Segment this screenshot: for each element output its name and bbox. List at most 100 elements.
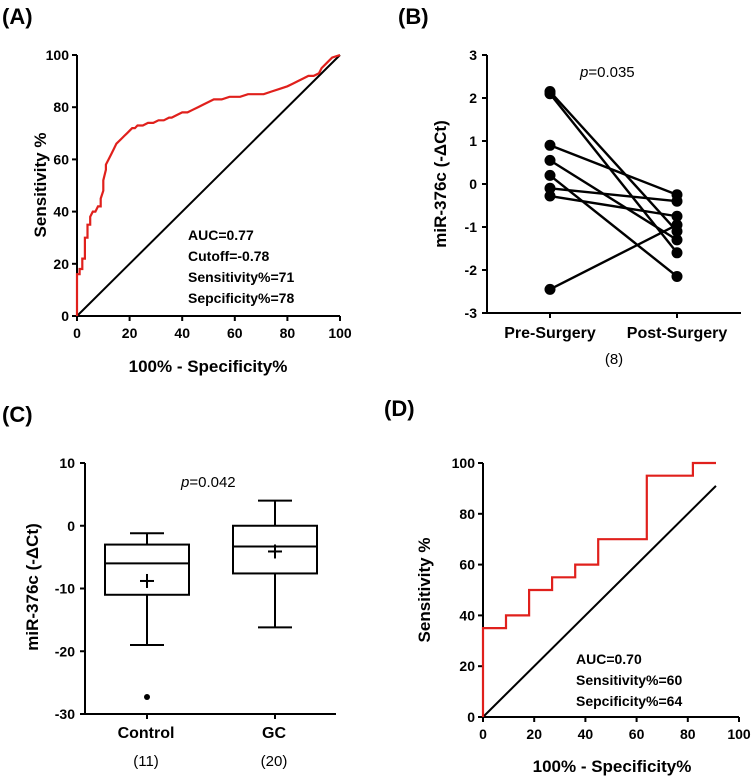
panel-d-x-tick-label: 20 — [526, 726, 542, 742]
panel-b-label: (B) — [398, 4, 429, 29]
panel-d-y-tick-label: 40 — [459, 607, 475, 623]
panel-b-p-value: p=0.035 — [579, 64, 635, 81]
panel-b-pair-line — [549, 223, 678, 291]
panel-a-y-axis-title: Sensitivity % — [31, 133, 50, 238]
panel-b-post-point — [671, 210, 683, 222]
panel-d-y-tick-label: 100 — [452, 455, 476, 471]
panel-d: (D) 0 20 40 60 80 100 0 20 40 60 80 100 Sensitivity… — [384, 396, 751, 776]
panel-d-x-tick-label: 100 — [727, 726, 751, 742]
panel-d-y-tick-label: 0 — [467, 709, 475, 725]
panel-d-axes: 0 20 40 60 80 100 0 20 40 60 80 100 — [452, 455, 751, 742]
panel-b-y-tick-label: -3 — [465, 305, 478, 321]
panel-b-plot — [544, 86, 683, 295]
panel-b-pre-point — [544, 88, 556, 100]
panel-d-annotation-sensitivity: Sensitivity%=60 — [576, 672, 682, 688]
panel-a-reference-line — [76, 54, 341, 317]
panel-d-y-axis-title: Sensitivity % — [415, 538, 434, 643]
panel-b-y-tick-label: -2 — [465, 262, 478, 278]
panel-d-y-tick-label: 20 — [459, 658, 475, 674]
panel-d-x-tick-label: 40 — [578, 726, 594, 742]
panel-a-y-tick-label: 40 — [53, 204, 69, 220]
panel-a-y-tick-label: 20 — [53, 256, 69, 272]
panel-b-n-label: (8) — [605, 351, 623, 368]
panel-a-x-tick-label: 40 — [174, 325, 190, 341]
panel-b-post-point — [671, 219, 683, 231]
panel-a-x-tick-label: 20 — [122, 325, 138, 341]
panel-c: (C) -30 -20 -10 0 10 miR-376c (-ΔCt) p=0.042… — [2, 402, 336, 770]
panel-d-label: (D) — [384, 396, 415, 421]
panel-d-x-tick-label: 0 — [479, 726, 487, 742]
panel-b-pre-point — [544, 190, 556, 202]
panel-a-x-tick-label: 0 — [73, 325, 81, 341]
panel-a-annotation-cutoff: Cutoff=-0.78 — [188, 248, 270, 264]
panel-a-x-tick-label: 60 — [227, 325, 243, 341]
panel-c-y-tick-label: -10 — [55, 581, 75, 597]
panel-c-y-axis-title: miR-376c (-ΔCt) — [23, 523, 42, 650]
panel-a-plot — [75, 53, 341, 317]
panel-a-label: (A) — [2, 4, 33, 29]
panel-c-y-tick-label: 10 — [59, 455, 75, 471]
panel-a-x-tick-label: 100 — [328, 325, 352, 341]
panel-a-x-axis-title: 100% - Specificity% — [129, 357, 288, 376]
panel-b-pre-point — [544, 154, 556, 166]
panel-b-post-point — [671, 270, 683, 282]
panel-b-y-tick-label: 3 — [469, 47, 477, 63]
panel-b-axes: -3 -2 -1 0 1 2 3 — [465, 47, 741, 321]
panel-d-annotation-auc: AUC=0.70 — [576, 651, 642, 667]
panel-b-pair-line — [549, 144, 678, 196]
panel-d-x-tick-label: 60 — [629, 726, 645, 742]
panel-c-control-outlier — [144, 694, 150, 701]
panel-a: (A) 0 20 40 60 80 100 0 20 40 60 80 100 Sensitivity… — [2, 4, 352, 376]
panel-a-x-tick-label: 80 — [280, 325, 296, 341]
panel-a-annotation-auc: AUC=0.77 — [188, 227, 254, 243]
panel-d-reference-line — [482, 485, 717, 718]
panel-d-y-tick-label: 60 — [459, 557, 475, 573]
panel-b-y-axis-title: miR-376c (-ΔCt) — [431, 120, 450, 247]
panel-a-y-tick-label: 0 — [61, 308, 69, 324]
panel-c-n-gc: (20) — [261, 753, 288, 770]
panel-b-y-tick-label: 2 — [469, 90, 477, 106]
panel-b-category-post: Post-Surgery — [627, 325, 728, 342]
panel-b-post-point — [671, 247, 683, 259]
panel-a-roc-curve — [75, 53, 341, 316]
panel-b: (B) -3 -2 -1 0 1 2 3 miR-376c (-ΔCt) p=0.035 P… — [398, 4, 741, 368]
panel-d-roc-curve — [481, 461, 716, 717]
panel-b-pair-line — [549, 90, 678, 233]
panel-c-axes: -30 -20 -10 0 10 — [55, 455, 336, 722]
panel-a-annotation-sensitivity: Sensitivity%=71 — [188, 269, 294, 285]
panel-a-annotation-specificity: Sepcificity%=78 — [188, 290, 294, 306]
panel-d-x-tick-label: 80 — [680, 726, 696, 742]
panel-b-post-point — [671, 234, 683, 246]
panel-b-pair-line — [549, 159, 678, 241]
panel-c-plot — [104, 499, 318, 701]
panel-c-p-value: p=0.042 — [180, 474, 236, 491]
panel-c-y-tick-label: -20 — [55, 643, 75, 659]
panel-c-label: (C) — [2, 402, 33, 427]
panel-d-plot — [481, 461, 717, 718]
panel-c-category-gc: GC — [262, 725, 286, 742]
panel-b-post-point — [671, 195, 683, 207]
panel-b-pair-line — [549, 194, 678, 218]
panel-b-y-tick-label: 1 — [469, 133, 477, 149]
panel-a-y-tick-label: 100 — [46, 47, 70, 63]
panel-b-pair-line — [549, 187, 678, 203]
panel-c-category-control: Control — [118, 725, 175, 742]
panel-b-pair-line — [549, 174, 678, 278]
panel-d-annotation-specificity: Sepcificity%=64 — [576, 693, 682, 709]
panel-b-category-pre: Pre-Surgery — [504, 325, 596, 342]
panel-b-y-tick-label: -1 — [465, 219, 478, 235]
panel-b-pre-point — [544, 283, 556, 295]
panel-c-y-tick-label: -30 — [55, 706, 75, 722]
panel-b-pre-point — [544, 169, 556, 181]
panel-a-y-tick-label: 80 — [53, 99, 69, 115]
panel-c-n-control: (11) — [133, 753, 159, 770]
panel-b-pre-point — [544, 139, 556, 151]
panel-b-y-tick-label: 0 — [469, 176, 477, 192]
panel-d-y-tick-label: 80 — [459, 506, 475, 522]
panel-d-x-axis-title: 100% - Specificity% — [533, 757, 692, 776]
panel-a-y-tick-label: 60 — [53, 151, 69, 167]
panel-b-pre-point — [544, 182, 556, 194]
panel-c-y-tick-label: 0 — [67, 518, 75, 534]
panel-a-axes: 0 20 40 60 80 100 0 20 40 60 80 100 — [46, 47, 352, 341]
